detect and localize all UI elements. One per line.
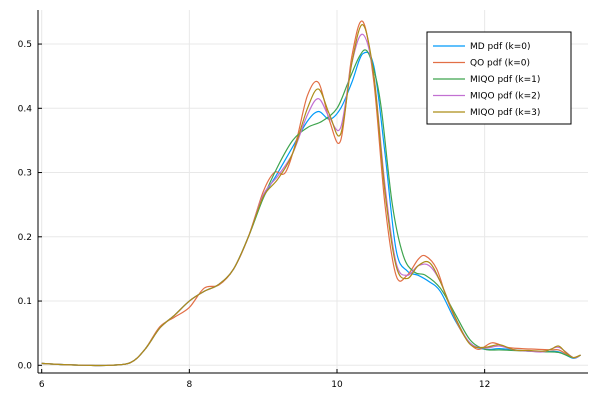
legend-item-3: MIQO pdf (k=2) xyxy=(433,92,540,102)
legend-item-4: MIQO pdf (k=3) xyxy=(433,108,540,118)
series-group xyxy=(41,20,581,367)
x-tick-label-3: 12 xyxy=(479,380,490,390)
y-tick-label-5: 0.5 xyxy=(18,40,32,50)
legend-item-1: QO pdf (k=0) xyxy=(433,59,530,69)
legend-label-2: MIQO pdf (k=1) xyxy=(470,75,540,85)
legend-item-2: MIQO pdf (k=1) xyxy=(433,75,540,85)
legend-box xyxy=(426,31,572,125)
ticks: 6 8 10 12 0.0 0.1 0.2 0.3 0.4 0.5 xyxy=(18,40,491,390)
y-tick-label-2: 0.2 xyxy=(18,233,32,243)
x-tick-label-2: 10 xyxy=(331,380,343,390)
axes xyxy=(37,10,588,374)
y-tick-label-3: 0.3 xyxy=(18,169,32,179)
legend: MD pdf (k=0) QO pdf (k=0) MIQO pdf (k=1) MI… xyxy=(426,31,572,125)
legend-items: MD pdf (k=0) QO pdf (k=0) MIQO pdf (k=1) MI… xyxy=(433,42,540,118)
legend-item-0: MD pdf (k=0) xyxy=(433,42,531,52)
y-tick-label-0: 0.0 xyxy=(18,361,33,371)
y-tick-label-4: 0.4 xyxy=(18,104,33,114)
y-tick-label-1: 0.1 xyxy=(18,297,32,307)
legend-label-1: QO pdf (k=0) xyxy=(470,59,530,69)
series-line-4 xyxy=(41,24,581,367)
legend-label-0: MD pdf (k=0) xyxy=(470,42,531,52)
x-tick-label-1: 8 xyxy=(186,380,192,390)
series-4 xyxy=(41,24,581,367)
x-tick-label-0: 6 xyxy=(39,380,45,390)
legend-label-3: MIQO pdf (k=2) xyxy=(470,92,540,102)
legend-label-4: MIQO pdf (k=3) xyxy=(470,108,540,118)
